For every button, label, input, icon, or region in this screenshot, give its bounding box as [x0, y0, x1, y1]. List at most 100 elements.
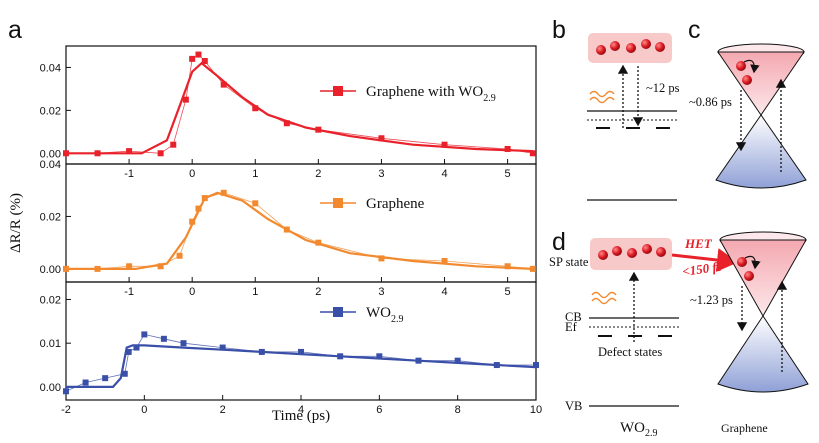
data-point — [182, 96, 189, 103]
data-point — [94, 150, 101, 157]
electrons-b — [596, 39, 665, 55]
chart-panel-2: 0.00 0.02 0.04 -1 0 1 2 3 4 5 Graphene — [40, 159, 537, 298]
data-point — [219, 344, 226, 351]
x-tick-label: 1 — [252, 286, 258, 298]
data-point — [529, 265, 536, 272]
legend-label-2: Graphene — [366, 196, 425, 212]
data-point — [180, 340, 187, 347]
data-point — [195, 205, 202, 212]
data-point — [94, 265, 101, 272]
data-point — [337, 353, 344, 360]
data-point — [195, 51, 202, 58]
data-point — [141, 331, 148, 338]
data-point — [82, 379, 89, 386]
legend-1: Graphene with WO2.9 — [320, 84, 496, 104]
cb-label: CB — [565, 310, 582, 324]
chart-panel-3: 0.000.010.02-2 0 2 4 6 8 10 WO2.9 — [40, 281, 543, 416]
data-point — [283, 226, 290, 233]
data-point — [378, 135, 385, 142]
x-tick-label: 10 — [530, 404, 542, 416]
legend-marker-1 — [333, 86, 343, 96]
x-tick-label: 2 — [315, 168, 321, 180]
photon-icon — [589, 90, 615, 104]
x-tick-label: 4 — [441, 168, 447, 180]
data-point — [252, 200, 259, 207]
x-tick-label: 5 — [505, 286, 511, 298]
x-tick-label: -2 — [61, 404, 71, 416]
data-point — [315, 126, 322, 133]
x-tick-label: 0 — [141, 404, 147, 416]
data-point — [189, 55, 196, 62]
x-tick-label: -1 — [124, 168, 134, 180]
data-point — [378, 255, 385, 262]
data-point — [125, 348, 132, 355]
scatter-arrow-d — [744, 255, 761, 270]
x-tick-label: 6 — [376, 404, 382, 416]
x-tick-label: 8 — [455, 404, 461, 416]
x-tick-label: 2 — [220, 404, 226, 416]
y-axis-label: ΔR/R (%) — [8, 193, 24, 253]
plot-area-1: 0.00 0.02 0.04 -1 0 1 2 3 4 5 — [40, 51, 536, 180]
data-point — [220, 81, 227, 88]
electron — [641, 39, 651, 49]
x-tick-label: 3 — [378, 286, 384, 298]
electron — [736, 61, 746, 71]
data-point — [121, 370, 128, 377]
y-tick-label: 0.00 — [40, 148, 61, 160]
data-point — [493, 362, 500, 369]
ef-label: Ef — [565, 320, 578, 334]
data-point — [252, 105, 259, 112]
data-point — [157, 263, 164, 270]
data-point — [529, 150, 536, 157]
panel-label-c: c — [688, 16, 701, 44]
panel-d-diagram: SP state CB Ef Defect states VB WO2.9 HE… — [549, 231, 809, 439]
axes-frame-3 — [65, 281, 537, 401]
fit-curve — [66, 191, 533, 270]
lower-cone-c — [715, 114, 807, 189]
electron — [626, 43, 636, 53]
electrons-d — [598, 244, 666, 260]
wo-label: WO2.9 — [620, 420, 658, 439]
graphene-label: Graphene — [721, 421, 768, 435]
y-tick-label: 0.04 — [40, 159, 61, 171]
y-tick-label: 0.02 — [40, 105, 61, 117]
fit-curve — [66, 344, 537, 388]
relaxation-time-b: ~12 ps — [646, 81, 680, 95]
data-point — [441, 141, 448, 148]
het-time-label: <150 fs — [681, 259, 722, 279]
electron — [627, 248, 637, 258]
y-tick-label: 0.02 — [40, 211, 61, 223]
legend-label-3: WO2.9 — [366, 305, 404, 325]
legend-marker-2 — [333, 198, 343, 208]
axes-frame-2 — [65, 163, 537, 283]
vb-label: VB — [565, 399, 582, 413]
electron — [742, 75, 752, 85]
het-arrow — [671, 248, 738, 272]
plot-area-3: 0.00 0.01 0.02 -2 0 2 4 6 8 10 — [40, 294, 543, 416]
legend-2: Graphene — [320, 196, 425, 212]
panel-label-b: b — [552, 16, 566, 44]
x-tick-label: 4 — [441, 286, 447, 298]
photon-icon — [591, 291, 617, 305]
x-tick-label: 0 — [189, 168, 195, 180]
y-tick-label: 0.01 — [40, 338, 61, 350]
electron — [610, 41, 620, 51]
electron — [598, 250, 608, 260]
x-tick-label: 3 — [378, 168, 384, 180]
data-point — [315, 239, 322, 246]
data-point — [102, 375, 109, 382]
panel-label-d: d — [552, 228, 566, 256]
data-point — [415, 357, 422, 364]
lower-cone-d — [717, 315, 809, 393]
panel-c-dirac-cone: ~0.86 ps — [689, 43, 807, 189]
data-point — [63, 150, 69, 157]
data-point — [160, 335, 167, 342]
relaxation-time-c: ~0.86 ps — [689, 95, 732, 109]
panel-b-diagram: ~12 ps — [587, 33, 680, 201]
data-point — [201, 195, 208, 202]
defect-states-label: Defect states — [598, 345, 662, 359]
sp-state-label: SP state — [549, 255, 589, 269]
data-point — [63, 388, 69, 395]
fit-curve — [66, 61, 533, 155]
electron — [737, 257, 747, 267]
